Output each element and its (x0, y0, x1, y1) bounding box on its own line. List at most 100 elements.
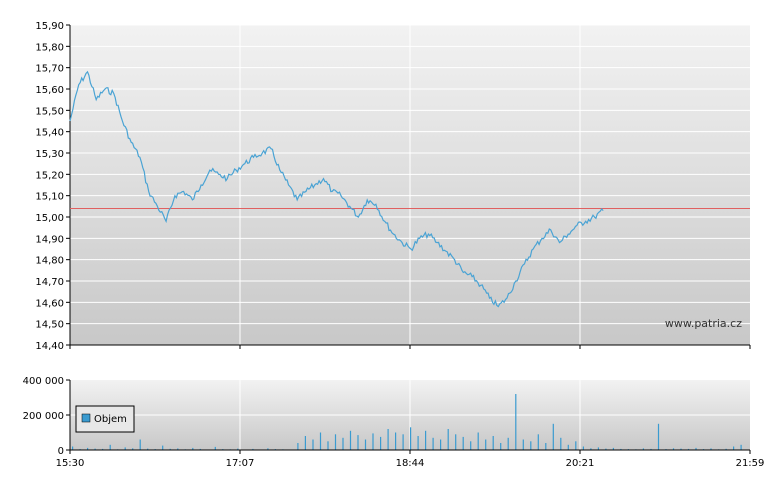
volume-bar (380, 436, 382, 450)
volume-bar (124, 447, 126, 450)
volume-bar (214, 446, 216, 450)
price-y-tick-label: 15,50 (35, 106, 64, 117)
volume-bar (740, 444, 742, 451)
volume-bar (447, 429, 449, 450)
volume-bar (500, 443, 502, 450)
volume-bar (477, 432, 479, 450)
volume-bar (560, 437, 562, 451)
volume-bar (687, 448, 690, 450)
volume-bar (304, 436, 306, 450)
volume-bar (364, 439, 367, 450)
volume-bar (680, 448, 682, 450)
price-y-tick-label: 15,70 (35, 64, 64, 75)
volume-bar (297, 443, 299, 450)
price-y-tick-label: 15,30 (35, 149, 64, 160)
volume-bar (612, 447, 614, 450)
volume-bar (177, 448, 179, 450)
volume-bar (87, 447, 89, 450)
volume-bar (440, 439, 442, 450)
volume-bar (485, 439, 487, 450)
volume-bar (94, 448, 96, 450)
volume-bar (470, 441, 472, 451)
watermark: www.patria.cz (665, 317, 742, 330)
x-tick-label: 15:30 (56, 458, 85, 469)
volume-y-tick-label: 0 (58, 446, 64, 457)
volume-bar (597, 447, 599, 450)
volume-bar (530, 441, 532, 451)
price-y-tick-label: 15,20 (35, 170, 64, 181)
volume-bar (545, 443, 547, 450)
volume-bar (162, 445, 164, 450)
volume-bar (395, 432, 397, 450)
price-y-tick-label: 15,60 (35, 85, 64, 96)
volume-bar (492, 436, 494, 450)
x-tick-label: 18:44 (396, 458, 425, 469)
volume-bar (102, 448, 104, 450)
volume-bar (327, 441, 329, 451)
volume-bar (605, 448, 607, 450)
volume-bar (169, 448, 171, 450)
legend-swatch (81, 413, 91, 423)
price-y-tick-label: 14,40 (35, 341, 64, 352)
volume-bar (319, 432, 322, 450)
price-y-tick-label: 14,90 (35, 234, 64, 245)
volume-bar (710, 448, 712, 450)
price-series-line (69, 70, 604, 308)
volume-bar (349, 430, 352, 451)
price-y-tick-label: 14,60 (35, 298, 64, 309)
volume-bar (567, 444, 569, 451)
volume-bar (312, 439, 314, 450)
time-x-axis: 15:30 17:07 18:44 20:21 21:59 (56, 345, 765, 469)
price-y-tick-label: 14,70 (35, 277, 64, 288)
volume-bar (425, 430, 427, 451)
volume-bar (139, 439, 141, 450)
volume-bar (192, 447, 194, 450)
volume-bar (590, 448, 592, 451)
legend-label: Objem (94, 414, 127, 425)
volume-bar (334, 434, 337, 451)
price-y-axis: 15,90 15,80 15,70 15,60 15,50 15,40 15,30 15,20… (35, 21, 70, 352)
price-y-tick-label: 15,00 (35, 213, 64, 224)
volume-bar (267, 448, 269, 451)
x-tick-label: 20:21 (566, 458, 595, 469)
volume-bar (642, 448, 644, 450)
volume-bar (237, 448, 239, 450)
volume-bar (147, 448, 149, 450)
volume-bar (650, 448, 652, 450)
volume-bar (695, 447, 697, 450)
volume-bar (725, 448, 727, 450)
volume-bar (72, 446, 74, 450)
price-y-tick-label: 14,80 (35, 256, 64, 267)
volume-bar (515, 394, 517, 450)
volume-bar (109, 444, 111, 451)
volume-bar (620, 448, 622, 450)
volume-bar (199, 448, 201, 450)
x-tick-label: 17:07 (226, 458, 255, 469)
volume-bar (417, 436, 419, 450)
volume-bar (657, 423, 660, 451)
volume-bar (672, 448, 675, 451)
volume-bar (410, 427, 412, 451)
volume-bar (252, 448, 254, 450)
volume-bar (552, 423, 554, 451)
volume-bar (733, 446, 735, 450)
volume-bar (462, 436, 464, 450)
volume-bar (455, 434, 457, 451)
volume-bar (342, 437, 344, 451)
price-y-tick-label: 15,80 (35, 42, 64, 53)
volume-y-tick-label: 400 000 (23, 376, 64, 387)
price-y-tick-label: 15,40 (35, 128, 64, 139)
volume-bar (575, 441, 577, 451)
volume-bar (522, 439, 524, 450)
volume-legend: Objem (75, 405, 135, 433)
x-tick-label: 21:59 (736, 458, 765, 469)
volume-y-tick-label: 200 000 (23, 411, 64, 422)
volume-bar (507, 437, 509, 451)
volume-bar (537, 434, 539, 451)
volume-bar (372, 433, 374, 450)
volume-bar (582, 446, 584, 450)
price-y-tick-label: 15,90 (35, 21, 64, 32)
volume-bar (132, 448, 134, 451)
volume-bar (387, 429, 389, 450)
